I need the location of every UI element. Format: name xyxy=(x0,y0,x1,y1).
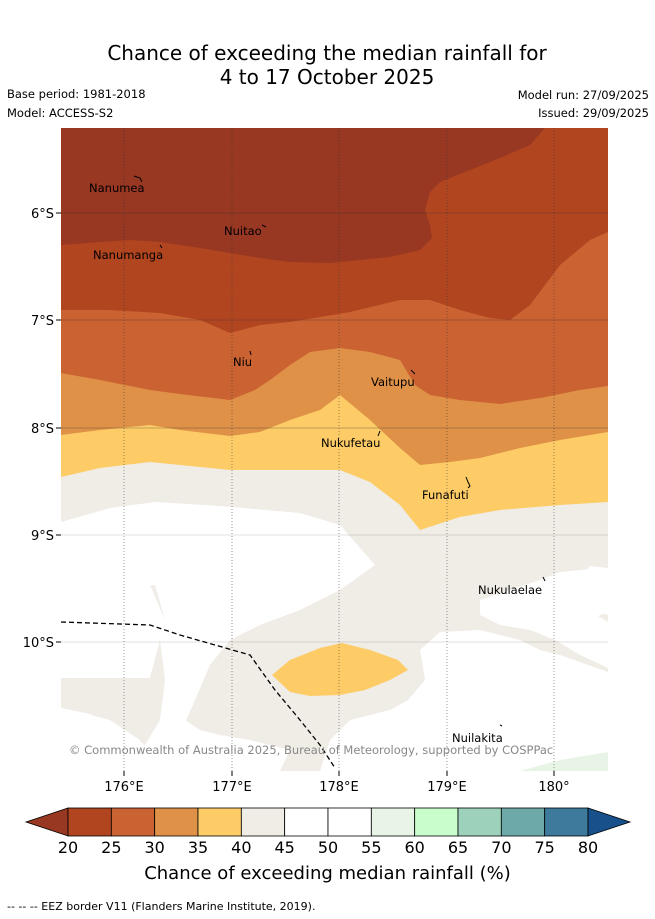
model-name: Model: ACCESS-S2 xyxy=(7,106,114,120)
colorbar-extend-high xyxy=(587,807,632,837)
colorbar-segment xyxy=(67,807,112,837)
colorbar-segment xyxy=(240,807,286,837)
colorbar xyxy=(24,807,632,837)
lon-tick-label: 176°E xyxy=(104,780,144,795)
grid xyxy=(61,128,608,771)
issued-date: Issued: 29/09/2025 xyxy=(538,106,649,120)
colorbar-segment xyxy=(414,807,459,837)
title-line-1: Chance of exceeding the median rainfall … xyxy=(107,41,547,65)
contour-below-20 xyxy=(61,128,545,263)
colorbar-tick-label: 80 xyxy=(577,838,599,857)
colorbar-tick-label: 35 xyxy=(187,838,209,857)
base-period: Base period: 1981-2018 xyxy=(7,87,146,101)
label-vaitupu: Vaitupu xyxy=(371,375,415,389)
colorbar-tick-label: 25 xyxy=(101,838,122,857)
label-nukufetau: Nukufetau xyxy=(321,436,380,450)
colorbar-tick-label: 20 xyxy=(57,838,79,857)
islands xyxy=(133,175,546,727)
colorbar-segment xyxy=(154,807,199,837)
lat-tick-label: 10°S xyxy=(23,636,54,651)
contour-layers xyxy=(61,128,608,771)
colorbar-tick-label: 50 xyxy=(317,838,339,857)
eez-border xyxy=(60,621,336,769)
axis-ticks xyxy=(56,212,555,776)
colorbar-tick-label: 55 xyxy=(361,838,382,857)
colorbar-tick-label: 70 xyxy=(491,838,512,857)
label-funafuti: Funafuti xyxy=(422,488,469,502)
colorbar-segment xyxy=(327,807,372,837)
contour-55-60 xyxy=(520,752,608,771)
model-run: Model run: 27/09/2025 xyxy=(517,88,649,102)
colorbar-tick-label: 75 xyxy=(534,838,555,857)
colorbar-tick-label: 60 xyxy=(404,838,425,857)
label-niu: Niu xyxy=(233,355,252,369)
lon-tick-label: 178°E xyxy=(319,780,359,795)
lon-tick-label: 179°E xyxy=(427,780,467,795)
colorbar-segment xyxy=(110,807,156,837)
label-nanumea: Nanumea xyxy=(89,181,145,195)
colorbar-segment xyxy=(544,807,589,837)
label-nukulaelae: Nukulaelae xyxy=(478,583,542,597)
lat-tick-label: 6°S xyxy=(31,207,54,222)
colorbar-segment xyxy=(284,807,329,837)
copyright-notice: © Commonwealth of Australia 2025, Bureau… xyxy=(69,743,553,757)
colorbar-segment xyxy=(500,807,546,837)
lat-tick-label: 9°S xyxy=(31,529,54,544)
contour-35-40-blob xyxy=(272,643,408,696)
colorbar-segment xyxy=(370,807,416,837)
colorbar-tick-label: 65 xyxy=(447,838,469,857)
colorbar-tick-label: 45 xyxy=(274,838,295,857)
label-nanumanga: Nanumanga xyxy=(93,248,163,262)
colorbar-extend-low xyxy=(24,807,69,837)
colorbar-tick-label: 40 xyxy=(231,838,252,857)
lat-tick-label: 7°S xyxy=(31,314,54,329)
lon-tick-label: 177°E xyxy=(212,780,252,795)
colorbar-title: Chance of exceeding median rainfall (%) xyxy=(144,863,511,884)
colorbar-segment xyxy=(197,807,242,837)
label-nuilakita: Nuilakita xyxy=(452,731,503,745)
colorbar-tick-label: 30 xyxy=(144,838,165,857)
colorbar-segment xyxy=(457,807,502,837)
lon-tick-label: 180° xyxy=(538,780,569,795)
lat-tick-label: 8°S xyxy=(31,422,54,437)
eez-legend: -- -- -- EEZ border V11 (Flanders Marine… xyxy=(7,900,316,913)
label-nuitao: Nuitao xyxy=(224,224,262,238)
title-line-2: 4 to 17 October 2025 xyxy=(219,65,435,89)
